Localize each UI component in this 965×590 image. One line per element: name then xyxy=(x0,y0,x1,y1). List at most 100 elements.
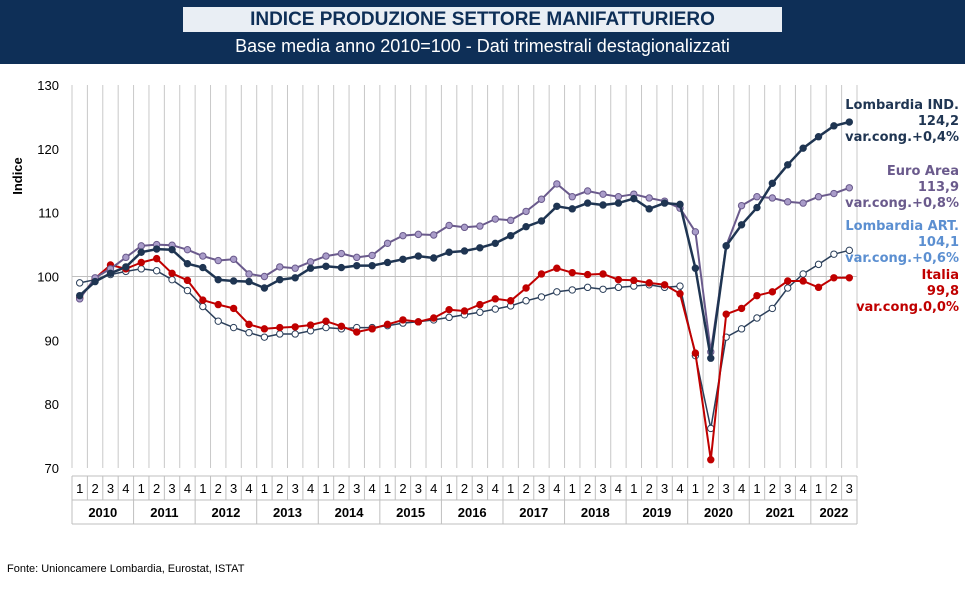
data-point-lombardia-art xyxy=(260,333,269,341)
data-point-euro-area xyxy=(645,194,653,202)
quarter-tick-label: 4 xyxy=(184,481,191,496)
data-point-euro-area xyxy=(799,199,807,207)
data-point-euro-area xyxy=(614,193,623,201)
data-point-italia xyxy=(537,270,546,278)
data-point-lombardia-ind xyxy=(768,179,777,188)
annotation-change: var.cong.+0,6% xyxy=(845,251,959,266)
data-point-italia xyxy=(445,305,453,314)
quarter-tick-label: 3 xyxy=(168,481,175,496)
data-point-italia xyxy=(214,300,222,309)
data-point-euro-area xyxy=(337,249,346,258)
data-point-euro-area xyxy=(537,195,546,203)
quarter-tick-label: 2 xyxy=(91,481,98,496)
data-point-lombardia-ind xyxy=(753,203,761,212)
data-point-euro-area xyxy=(399,231,407,240)
data-point-euro-area xyxy=(229,255,238,263)
data-point-lombardia-art xyxy=(75,279,84,287)
data-point-italia xyxy=(784,277,792,285)
data-point-lombardia-ind xyxy=(368,261,376,270)
data-point-lombardia-ind xyxy=(75,291,84,300)
quarter-tick-label: 4 xyxy=(245,481,252,496)
data-point-lombardia-ind xyxy=(306,264,315,272)
data-point-euro-area xyxy=(583,187,592,195)
data-point-italia xyxy=(676,290,684,298)
data-point-lombardia-ind xyxy=(168,245,176,254)
data-point-lombardia-ind xyxy=(676,200,684,209)
quarter-tick-label: 1 xyxy=(384,481,391,496)
annotation-label: Lombardia ART. xyxy=(845,219,959,234)
data-point-lombardia-art xyxy=(245,328,253,337)
data-point-euro-area xyxy=(183,245,192,254)
data-point-italia xyxy=(737,304,746,313)
title-box xyxy=(183,7,782,32)
data-point-lombardia-ind xyxy=(460,247,469,255)
data-point-lombardia-art xyxy=(737,325,746,333)
data-point-italia xyxy=(245,320,253,329)
data-point-lombardia-ind xyxy=(830,122,838,130)
data-point-euro-area xyxy=(199,252,207,260)
quarter-tick-label: 4 xyxy=(430,481,437,496)
annotation-change: var.cong.+0,8% xyxy=(845,196,959,211)
data-point-lombardia-art xyxy=(753,314,761,322)
data-point-italia xyxy=(199,296,207,304)
data-point-lombardia-ind xyxy=(476,244,484,252)
data-point-italia xyxy=(183,276,192,285)
data-point-euro-area xyxy=(506,216,515,225)
data-point-euro-area xyxy=(753,193,761,201)
data-point-italia xyxy=(630,276,638,285)
data-point-italia xyxy=(322,317,330,325)
data-point-lombardia-ind xyxy=(614,199,623,207)
data-point-euro-area xyxy=(830,189,838,198)
data-point-euro-area xyxy=(214,256,222,265)
data-point-italia xyxy=(414,318,423,326)
data-point-italia xyxy=(814,283,823,292)
data-point-euro-area xyxy=(476,222,484,230)
year-tick-label: 2013 xyxy=(273,505,302,520)
quarter-tick-label: 2 xyxy=(215,481,222,496)
quarter-tick-label: 2 xyxy=(646,481,653,496)
data-point-italia xyxy=(337,322,346,330)
quarter-tick-label: 4 xyxy=(307,481,314,496)
quarter-tick-label: 4 xyxy=(553,481,560,496)
data-point-italia xyxy=(753,291,761,300)
quarter-tick-label: 4 xyxy=(800,481,807,496)
data-point-euro-area xyxy=(414,230,423,239)
quarter-tick-label: 1 xyxy=(630,481,637,496)
quarter-tick-label: 4 xyxy=(492,481,499,496)
data-point-lombardia-ind xyxy=(322,262,330,270)
data-point-lombardia-ind xyxy=(784,161,792,169)
data-point-lombardia-ind xyxy=(630,194,638,203)
data-point-italia xyxy=(660,281,669,289)
data-point-lombardia-ind xyxy=(383,258,392,267)
data-point-lombardia-ind xyxy=(799,144,807,152)
data-point-lombardia-art xyxy=(768,304,777,313)
data-point-lombardia-art xyxy=(537,293,546,301)
quarter-tick-label: 4 xyxy=(615,481,622,496)
data-point-euro-area xyxy=(553,180,561,188)
data-point-italia xyxy=(291,323,299,331)
quarter-tick-label: 3 xyxy=(230,481,237,496)
data-point-lombardia-art xyxy=(152,267,161,275)
data-point-italia xyxy=(614,275,623,284)
data-point-lombardia-art xyxy=(784,284,792,292)
y-tick-label: 130 xyxy=(37,78,59,93)
data-point-lombardia-art xyxy=(491,305,499,313)
data-point-lombardia-ind xyxy=(660,199,669,207)
y-tick-label: 70 xyxy=(45,461,59,476)
data-point-italia xyxy=(722,310,730,318)
quarter-tick-label: 3 xyxy=(846,481,853,496)
year-tick-label: 2018 xyxy=(581,505,610,520)
data-point-lombardia-ind xyxy=(229,277,238,285)
data-point-lombardia-ind xyxy=(645,205,653,213)
data-point-euro-area xyxy=(568,193,576,201)
data-point-euro-area xyxy=(784,198,792,206)
data-point-lombardia-art xyxy=(137,265,145,273)
data-point-italia xyxy=(645,279,653,287)
quarter-tick-label: 2 xyxy=(830,481,837,496)
quarter-tick-label: 2 xyxy=(153,481,160,496)
data-point-italia xyxy=(460,307,469,315)
data-point-lombardia-ind xyxy=(399,255,407,263)
quarter-tick-label: 4 xyxy=(122,481,129,496)
data-point-italia xyxy=(845,274,854,282)
